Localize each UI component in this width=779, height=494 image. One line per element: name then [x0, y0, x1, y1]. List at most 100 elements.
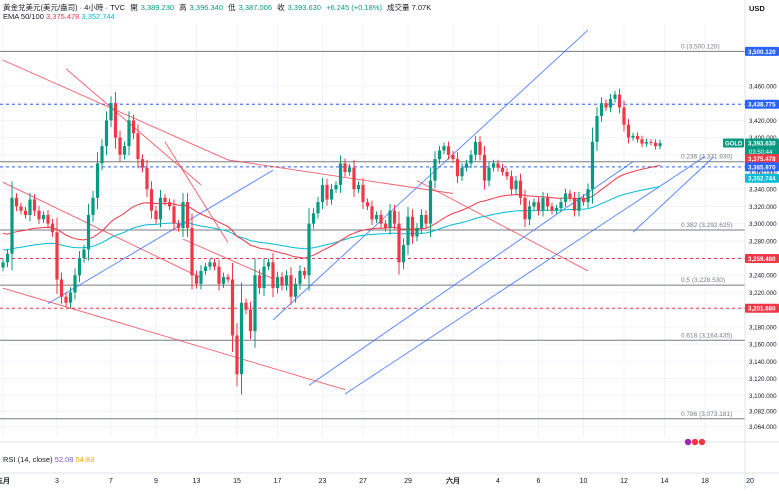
- time-tick-label: 9: [154, 478, 158, 485]
- rsi-label: RSI (14, close): [3, 455, 53, 464]
- price-tick-label: 3,460.000: [749, 83, 777, 90]
- price-tag-countdown: 03:50:44: [749, 150, 773, 156]
- candle: [496, 163, 500, 168]
- candle: [82, 249, 86, 259]
- candle: [235, 335, 239, 375]
- candle: [356, 184, 361, 190]
- fib-label: 0.618 (3,164.435): [681, 332, 732, 339]
- time-axis: 五月 3 7 9 13 15 17 23 27 29 六月 4 6 10 12 14 18 20: [0, 441, 779, 485]
- candle: [347, 167, 352, 172]
- time-tick-label: 12: [620, 478, 628, 485]
- time-tick-label: 3: [55, 478, 59, 485]
- candle: [46, 215, 50, 224]
- candle: [298, 270, 302, 284]
- candle: [442, 146, 446, 151]
- candle: [586, 189, 590, 203]
- candle: [289, 275, 293, 297]
- event-icon: [684, 438, 692, 446]
- candle: [644, 141, 649, 144]
- price-tag-label: 3,375.478: [748, 156, 776, 163]
- candle: [95, 163, 100, 198]
- candle: [505, 171, 509, 177]
- price-axis: 3,064.000 3,082.000 3,100.000 3,120.000 3,14…: [744, 0, 779, 489]
- low-label: 低: [228, 3, 236, 12]
- candle: [104, 120, 109, 147]
- candle: [68, 292, 73, 303]
- candle: [14, 197, 19, 207]
- candle: [649, 141, 653, 143]
- price-tag-label: 3,352.744: [748, 176, 776, 183]
- price-tick-label: 3,180.000: [749, 324, 777, 331]
- price-tag-label: 3,365.970: [748, 164, 776, 171]
- candle: [424, 215, 428, 224]
- candle: [28, 199, 32, 216]
- candle: [167, 202, 172, 207]
- candle: [266, 262, 271, 267]
- symbol-badge: [723, 138, 744, 148]
- event-icon: [691, 438, 699, 446]
- currency-label[interactable]: USD: [749, 4, 765, 13]
- candle: [136, 133, 140, 160]
- fib-label: 0.786 (3,073.181): [681, 411, 732, 418]
- fib-label: 0.236 (3,371.930): [681, 154, 732, 161]
- time-tick-label: 六月: [446, 476, 460, 485]
- candle: [307, 223, 311, 276]
- ema-legend[interactable]: EMA 50/100 3,375.478 3,352.744: [3, 12, 115, 21]
- candle: [109, 103, 113, 121]
- trendline: [632, 156, 715, 233]
- candle: [10, 197, 14, 254]
- symbol-header: 黃金兌美元(美元/盎司) · 4小時 · TVC 開 3,389.230 高 3,3…: [3, 2, 434, 13]
- candle: [5, 253, 10, 263]
- candle: [419, 215, 424, 228]
- candle: [437, 150, 442, 160]
- close-label: 收: [277, 3, 285, 12]
- candle: [640, 139, 644, 144]
- candle: [388, 210, 392, 228]
- candle: [1, 262, 5, 268]
- candle: [302, 270, 307, 276]
- candle: [203, 266, 208, 271]
- candle: [451, 154, 455, 160]
- time-tick-label: 15: [233, 478, 241, 485]
- price-tick-label: 3,320.000: [749, 204, 777, 211]
- candle: [550, 206, 554, 211]
- price-tick-label: 3,120.000: [749, 376, 777, 383]
- candle: [541, 197, 545, 211]
- candle: [455, 159, 460, 177]
- candle: [365, 202, 370, 207]
- candle: [617, 94, 622, 108]
- candle: [217, 266, 221, 284]
- price-tick-label: 3,220.000: [749, 290, 777, 297]
- candle: [379, 215, 383, 224]
- candle: [257, 275, 262, 289]
- candle: [325, 184, 329, 200]
- candle: [100, 146, 104, 164]
- time-tick-label: 7: [109, 478, 113, 485]
- candle: [226, 276, 230, 280]
- ema-fast-line: [2, 165, 661, 259]
- candle: [212, 262, 217, 267]
- candle: [464, 163, 469, 168]
- candles: [1, 88, 662, 395]
- price-tag: [745, 138, 779, 157]
- trendline: [308, 161, 634, 386]
- candle: [158, 197, 163, 220]
- rsi-legend[interactable]: RSI (14, close) 52.08 54.63: [3, 455, 94, 464]
- time-tick-label: 20: [746, 478, 754, 485]
- candle: [334, 184, 338, 190]
- candle: [523, 197, 527, 220]
- candle: [608, 98, 613, 108]
- candle: [658, 143, 662, 147]
- candle: [154, 210, 158, 220]
- time-tick-label: 6: [537, 478, 541, 485]
- candle: [626, 124, 631, 138]
- candle: [131, 120, 136, 134]
- rsi-value-2: 54.63: [75, 455, 95, 464]
- candle: [500, 167, 505, 172]
- ema-fast-value: 3,375.478: [45, 12, 80, 21]
- symbol-title[interactable]: 黃金兌美元(美元/盎司) · 4小時 · TVC: [3, 3, 126, 12]
- candle: [208, 262, 212, 267]
- candle: [545, 197, 550, 207]
